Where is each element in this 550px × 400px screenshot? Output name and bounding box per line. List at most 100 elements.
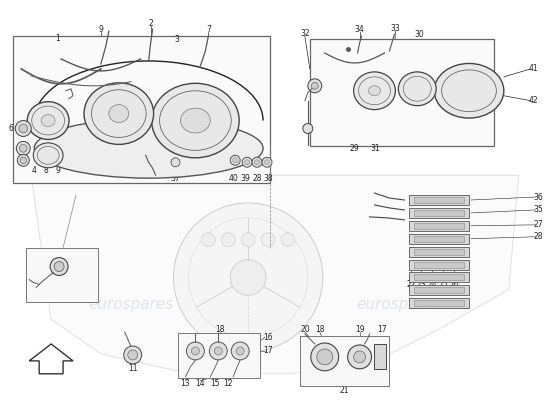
Bar — [414, 300, 464, 306]
Text: 10: 10 — [74, 290, 84, 299]
Ellipse shape — [368, 86, 381, 96]
Bar — [414, 197, 464, 203]
Ellipse shape — [398, 72, 436, 106]
Circle shape — [281, 233, 295, 247]
Text: 18: 18 — [216, 324, 225, 334]
Circle shape — [186, 342, 205, 360]
Circle shape — [311, 82, 318, 89]
Text: 34: 34 — [355, 25, 365, 34]
Text: 14: 14 — [196, 379, 205, 388]
Circle shape — [19, 144, 27, 152]
Circle shape — [171, 158, 180, 167]
Bar — [414, 236, 464, 242]
Bar — [409, 286, 469, 295]
Circle shape — [230, 260, 266, 295]
Circle shape — [201, 233, 215, 247]
Circle shape — [348, 345, 371, 369]
Text: 27: 27 — [534, 220, 543, 229]
Text: 16: 16 — [263, 332, 273, 342]
Circle shape — [261, 233, 275, 247]
Text: 8: 8 — [44, 166, 48, 175]
Ellipse shape — [41, 114, 55, 126]
Text: 24: 24 — [427, 280, 437, 289]
Circle shape — [210, 342, 227, 360]
Text: 12: 12 — [223, 379, 233, 388]
Text: 4: 4 — [32, 166, 37, 175]
Circle shape — [124, 346, 142, 364]
Circle shape — [16, 142, 30, 155]
Circle shape — [221, 233, 235, 247]
Text: 2: 2 — [148, 19, 153, 28]
Text: 17: 17 — [378, 324, 387, 334]
Bar — [310, 39, 494, 146]
Bar — [26, 248, 98, 302]
Text: 28: 28 — [252, 174, 262, 183]
Text: 41: 41 — [529, 64, 538, 74]
Ellipse shape — [109, 105, 129, 122]
Text: 36: 36 — [534, 192, 543, 202]
Polygon shape — [29, 344, 73, 374]
Circle shape — [230, 155, 240, 165]
Text: 15: 15 — [211, 379, 220, 388]
Text: 25: 25 — [438, 280, 448, 289]
Text: 30: 30 — [414, 30, 424, 39]
Circle shape — [20, 157, 26, 164]
Bar — [409, 195, 469, 205]
Polygon shape — [31, 175, 519, 374]
Text: eurospares: eurospares — [357, 297, 442, 312]
Bar — [409, 272, 469, 282]
Circle shape — [262, 157, 272, 167]
Circle shape — [173, 203, 323, 352]
Text: 11: 11 — [128, 364, 138, 373]
Text: 9: 9 — [56, 166, 60, 175]
Text: 1: 1 — [55, 34, 59, 43]
Circle shape — [354, 351, 366, 363]
Text: 29: 29 — [350, 144, 359, 153]
Text: 28: 28 — [534, 232, 543, 241]
Text: 33: 33 — [390, 24, 400, 33]
Text: 35: 35 — [534, 206, 543, 214]
Text: 6: 6 — [9, 124, 14, 133]
Circle shape — [311, 343, 339, 371]
Circle shape — [317, 349, 333, 365]
Circle shape — [54, 262, 64, 272]
Text: 13: 13 — [180, 379, 190, 388]
Text: 39: 39 — [240, 174, 250, 183]
Text: 3: 3 — [174, 35, 179, 44]
Text: 7: 7 — [206, 25, 211, 34]
Circle shape — [231, 342, 249, 360]
Text: 20: 20 — [300, 324, 310, 334]
Circle shape — [191, 347, 200, 355]
Text: 40: 40 — [228, 174, 238, 183]
Text: 19: 19 — [355, 324, 365, 334]
Circle shape — [241, 233, 255, 247]
Text: 23: 23 — [416, 280, 426, 289]
Text: 9: 9 — [98, 25, 103, 34]
Circle shape — [245, 160, 250, 165]
Circle shape — [19, 124, 28, 133]
Text: 31: 31 — [371, 144, 380, 153]
Bar — [409, 260, 469, 270]
Bar — [414, 210, 464, 216]
Circle shape — [265, 160, 270, 165]
Circle shape — [236, 347, 244, 355]
Bar — [414, 262, 464, 268]
Text: 17: 17 — [263, 346, 273, 356]
Circle shape — [50, 258, 68, 276]
Text: 26: 26 — [449, 280, 459, 289]
Bar — [375, 344, 387, 369]
Bar — [414, 287, 464, 293]
Circle shape — [252, 157, 262, 167]
Circle shape — [128, 350, 138, 360]
Bar — [179, 333, 260, 378]
Circle shape — [303, 124, 313, 134]
Text: 37: 37 — [170, 174, 180, 183]
Bar — [13, 36, 270, 183]
Circle shape — [233, 158, 238, 163]
Text: eurospares: eurospares — [88, 297, 173, 312]
Bar — [414, 223, 464, 229]
Bar — [300, 336, 389, 386]
Text: 38: 38 — [263, 174, 273, 183]
Text: 18: 18 — [315, 324, 324, 334]
Text: 21: 21 — [340, 386, 349, 395]
